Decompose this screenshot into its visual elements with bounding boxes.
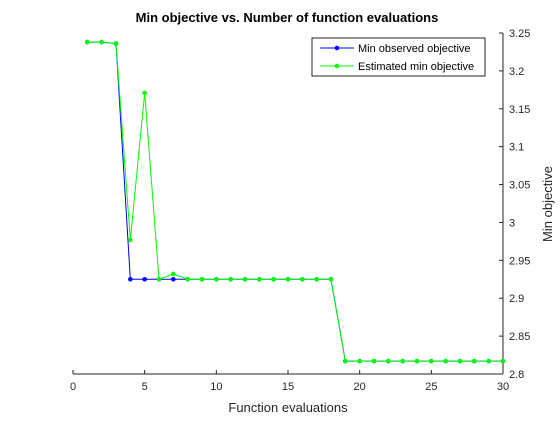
data-point-estimated-min-objective [257,276,262,282]
y-tick-label: 2.8 [509,369,524,381]
data-point-estimated-min-objective [429,358,434,364]
data-point-estimated-min-objective [357,358,362,364]
data-point-estimated-min-objective [285,276,291,282]
x-tick-label: 5 [142,381,148,393]
series-group [85,39,506,364]
x-axis-label: Function evaluations [228,400,348,415]
data-point-estimated-min-objective [214,276,219,282]
x-tick-label: 20 [354,381,366,393]
series-min-observed-objective [85,39,506,364]
data-point-estimated-min-objective [386,358,391,364]
x-tick-label: 0 [70,381,76,393]
x-tick-label: 30 [497,381,509,393]
data-point-estimated-min-objective [242,276,248,282]
y-tick-label: 2.85 [509,331,530,343]
data-point-min-observed-objective [128,276,133,282]
data-point-estimated-min-objective [142,90,147,96]
data-point-estimated-min-objective [156,276,162,282]
legend-label-estimated-min: Estimated min objective [358,61,474,73]
series-line-min-observed-objective [87,41,503,362]
y-tick-label: 3.15 [509,104,530,116]
legend-marker-estimated-min [334,63,340,69]
data-point-estimated-min-objective [328,276,334,282]
data-point-estimated-min-objective [185,276,190,282]
data-point-estimated-min-objective [457,358,463,364]
data-point-estimated-min-objective [400,358,405,364]
data-point-estimated-min-objective [99,39,104,45]
legend-marker-min-observed [334,45,340,51]
data-point-estimated-min-objective [371,358,377,364]
data-point-estimated-min-objective [228,276,233,282]
x-ticks: 0 5 10 15 20 25 30 [70,370,509,393]
x-tick-label: 15 [282,381,294,393]
data-point-estimated-min-objective [85,39,90,45]
data-point-estimated-min-objective [314,276,319,282]
series-line-estimated-min-objective [87,41,503,362]
data-point-estimated-min-objective [271,276,276,282]
legend: Min observed objective Estimated min obj… [311,37,486,77]
x-tick-label: 10 [210,381,222,393]
y-tick-label: 3 [509,217,515,229]
data-point-min-observed-objective [142,276,147,282]
y-tick-label: 3.1 [509,142,524,154]
data-point-estimated-min-objective [171,271,176,277]
data-point-estimated-min-objective [128,237,133,243]
y-ticks: 2.8 2.85 2.9 2.95 3 3.05 3.1 3.15 3.2 3.25 [499,28,530,381]
data-point-estimated-min-objective [300,276,305,282]
y-tick-label: 2.95 [509,255,530,267]
data-point-estimated-min-objective [414,358,420,364]
x-tick-label: 25 [425,381,437,393]
data-point-estimated-min-objective [472,358,477,364]
legend-box [311,37,486,77]
y-tick-label: 2.9 [509,293,524,305]
series-estimated-min-objective [85,39,506,364]
legend-label-min-observed: Min observed objective [358,43,471,55]
data-point-min-observed-objective [171,276,176,282]
data-point-estimated-min-objective [343,358,348,364]
axes [73,33,504,375]
y-tick-label: 3.25 [509,28,530,40]
data-point-estimated-min-objective [500,358,506,364]
y-tick-label: 3.05 [509,180,530,192]
chart-title: Min objective vs. Number of function eva… [136,10,439,25]
data-point-estimated-min-objective [443,358,448,364]
data-point-estimated-min-objective [486,358,491,364]
data-point-estimated-min-objective [113,41,119,46]
y-axis-label: Min objective [540,166,555,242]
y-tick-label: 3.2 [509,66,524,78]
data-point-estimated-min-objective [199,276,205,282]
